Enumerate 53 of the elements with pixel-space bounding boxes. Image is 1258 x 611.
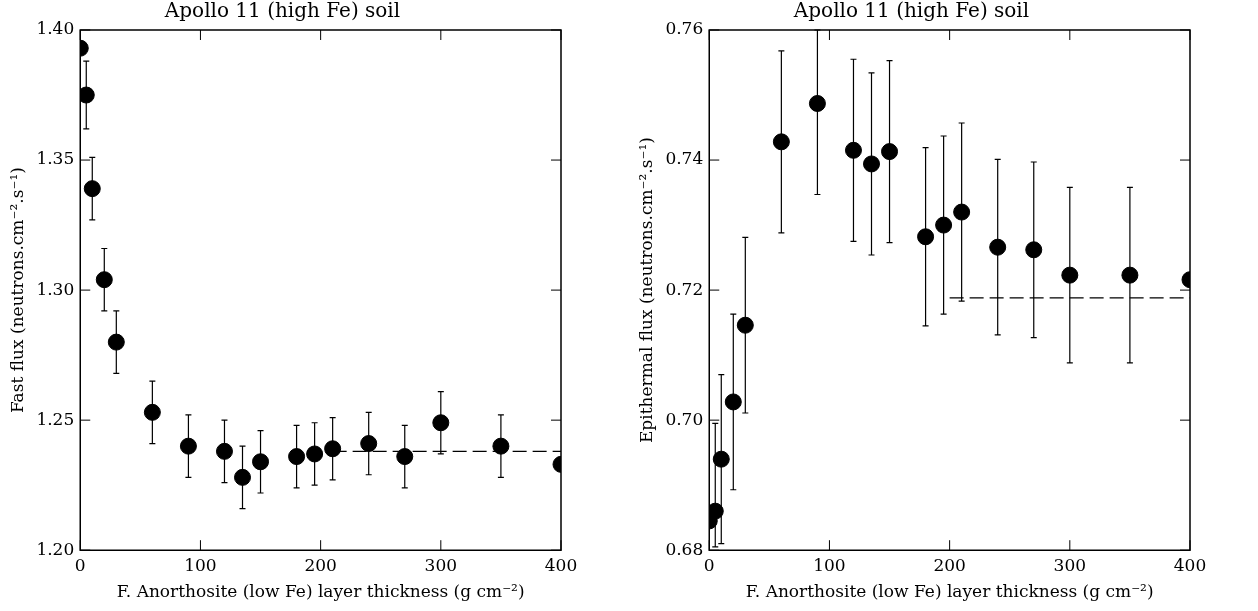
point xyxy=(917,228,935,246)
point xyxy=(863,155,880,173)
point xyxy=(1025,241,1043,259)
point xyxy=(107,333,125,351)
y-tick-label: 1.40 xyxy=(36,18,75,39)
x-axis-title: F. Anorthosite (low Fe) layer thickness (g cm⁻²) xyxy=(116,581,525,602)
y-tick-label: 0.68 xyxy=(665,538,704,559)
point xyxy=(83,180,101,198)
chart-title: Apollo 11 (high Fe) soil xyxy=(163,0,401,23)
point xyxy=(953,203,971,221)
point xyxy=(881,143,899,161)
y-tick-label: 1.20 xyxy=(36,538,75,559)
point xyxy=(772,133,790,151)
point xyxy=(360,435,378,453)
x-axis-title: F. Anorthosite (low Fe) layer thickness (g cm⁻²) xyxy=(745,581,1154,602)
point xyxy=(724,393,742,411)
point xyxy=(288,448,306,466)
point xyxy=(215,442,233,460)
point xyxy=(179,437,197,455)
y-tick-label: 1.30 xyxy=(36,278,75,299)
point xyxy=(306,445,324,463)
x-tick-label: 200 xyxy=(304,554,337,575)
point xyxy=(844,141,862,159)
point xyxy=(396,448,414,466)
point xyxy=(808,94,826,112)
point xyxy=(432,414,450,432)
point xyxy=(324,440,342,458)
y-axis-title: Fast flux (neutrons.cm⁻².s⁻¹) xyxy=(6,167,27,414)
point xyxy=(935,216,953,234)
point xyxy=(234,468,251,486)
y-tick-label: 0.72 xyxy=(665,278,704,299)
chart-title: Apollo 11 (high Fe) soil xyxy=(792,0,1030,23)
x-tick-label: 200 xyxy=(933,554,966,575)
point xyxy=(736,316,754,334)
point xyxy=(252,453,270,471)
y-tick-label: 0.70 xyxy=(665,408,704,429)
x-tick-label: 0 xyxy=(703,554,715,575)
y-tick-label: 1.25 xyxy=(36,408,75,429)
x-tick-label: 300 xyxy=(1053,554,1087,575)
point xyxy=(989,238,1007,256)
point xyxy=(1061,266,1079,284)
y-tick-label: 0.74 xyxy=(665,148,704,169)
x-tick-label: 300 xyxy=(424,554,458,575)
y-tick-label: 0.76 xyxy=(665,18,704,39)
x-tick-label: 400 xyxy=(1173,554,1207,575)
point xyxy=(95,271,113,289)
y-tick-label: 1.35 xyxy=(36,148,75,169)
x-tick-label: 100 xyxy=(184,554,217,575)
point xyxy=(143,403,161,421)
y-axis-title: Epithermal flux (neutrons.cm⁻².s⁻¹) xyxy=(635,137,656,444)
x-tick-label: 100 xyxy=(813,554,846,575)
x-tick-label: 0 xyxy=(74,554,86,575)
x-tick-label: 400 xyxy=(544,554,578,575)
